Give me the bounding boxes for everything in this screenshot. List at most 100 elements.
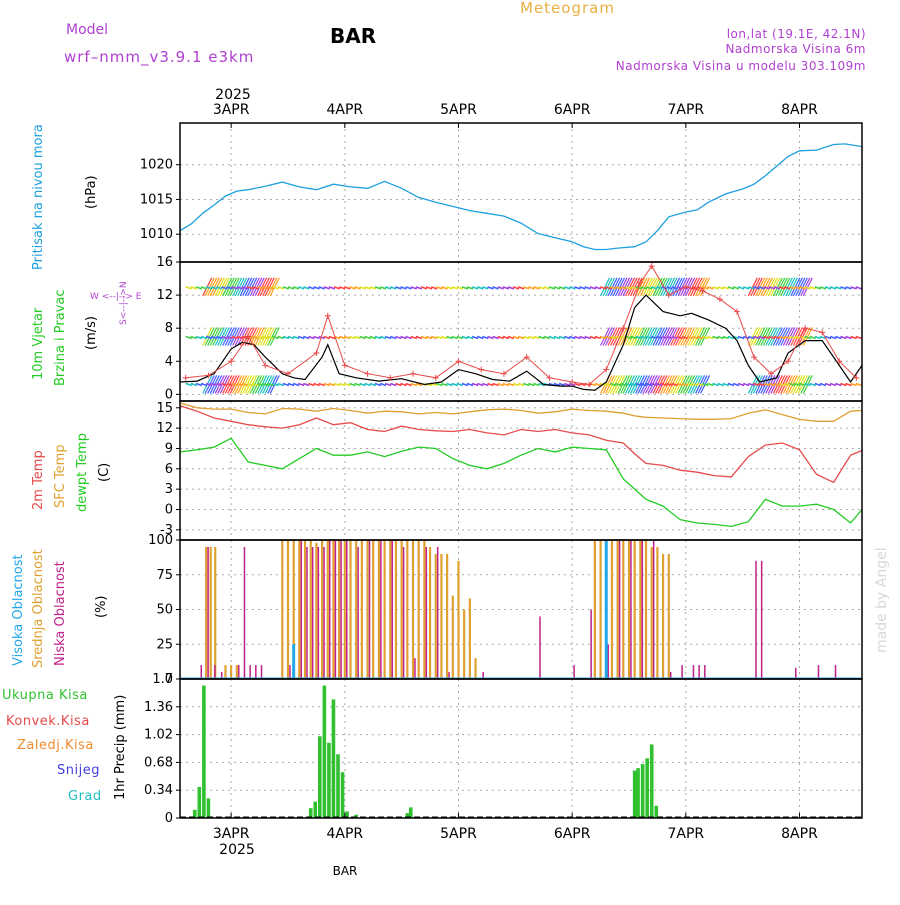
precip-bar xyxy=(345,811,349,818)
y-tick-label: 9 xyxy=(165,441,173,456)
wind-direction-arrow xyxy=(349,286,356,290)
wind-barb-feather xyxy=(680,327,691,346)
wind-barb-feather xyxy=(257,277,268,297)
wind-barb-feather xyxy=(762,277,773,297)
wind-barb-feather xyxy=(252,327,263,346)
wind-direction-arrow xyxy=(323,286,331,290)
precip-bar xyxy=(206,798,211,818)
wind-direction-arrow xyxy=(374,335,382,340)
cloud-mid-bar xyxy=(366,540,369,679)
y-tick-label: 6 xyxy=(165,462,173,477)
wind-direction-arrow xyxy=(297,382,305,387)
wind-direction-arrow xyxy=(282,382,290,387)
wind-direction-arrow xyxy=(789,335,796,340)
wind-direction-arrow xyxy=(323,382,331,387)
wind-barb-feather xyxy=(695,277,706,297)
wind-barb-feather xyxy=(685,327,696,346)
wind-direction-arrow xyxy=(794,335,801,340)
wind-gust-marker xyxy=(324,312,331,319)
wind-direction-arrow xyxy=(814,382,822,387)
wind-direction-arrow xyxy=(272,382,279,387)
wind-direction-arrow xyxy=(476,286,484,290)
wind-direction-arrow xyxy=(773,382,781,387)
wind-direction-arrow xyxy=(303,382,310,387)
wind-barb-feather xyxy=(690,277,701,297)
wind-direction-arrow xyxy=(666,335,673,340)
precip-bar xyxy=(405,813,410,818)
wind-direction-arrow xyxy=(835,335,842,340)
y-tick-label: 12 xyxy=(156,288,173,303)
wind-direction-arrow xyxy=(190,335,198,340)
precip-bar xyxy=(313,801,318,818)
wind-direction-arrow xyxy=(763,286,770,290)
cloud-low-bar xyxy=(380,540,382,679)
cloud-mid-bar xyxy=(650,546,653,679)
wind-gust-marker xyxy=(228,358,235,365)
wind-direction-arrow xyxy=(257,335,264,340)
wind-direction-arrow xyxy=(374,286,382,290)
wind-barb-feather xyxy=(252,277,263,297)
y-tick-label: 0 xyxy=(165,672,173,687)
wind-direction-arrow xyxy=(543,286,550,290)
cloud-low-bar xyxy=(340,540,342,679)
wind-direction-arrow xyxy=(748,286,755,290)
wind-direction-arrow xyxy=(379,335,387,340)
cloud-low-bar xyxy=(448,672,450,679)
wind-direction-arrow xyxy=(681,382,689,387)
wind-direction-arrow xyxy=(686,382,694,387)
cloud-mid-bar xyxy=(656,546,659,679)
wind-direction-arrow xyxy=(528,382,535,387)
wind-direction-arrow xyxy=(400,286,407,290)
wind-gust-marker xyxy=(205,372,212,379)
wind-direction-arrow xyxy=(318,286,325,290)
wind-direction-arrow xyxy=(533,382,540,387)
wind-direction-arrow xyxy=(517,286,525,290)
y-tick-label: 8 xyxy=(165,321,173,336)
precip-bar xyxy=(322,685,327,818)
wind-direction-arrow xyxy=(257,286,264,290)
wind-direction-arrow xyxy=(584,335,591,340)
wind-direction-arrow xyxy=(538,286,545,290)
wind-direction-arrow xyxy=(236,382,244,387)
wind-direction-arrow xyxy=(691,382,699,387)
wind-direction-arrow xyxy=(246,382,254,387)
wind-direction-arrow xyxy=(855,382,863,387)
wind-barb-feather xyxy=(675,327,686,346)
wind-direction-arrow xyxy=(379,382,387,387)
wind-direction-arrow xyxy=(845,286,852,290)
wind-direction-arrow xyxy=(523,382,530,387)
wind-direction-arrow xyxy=(185,382,192,387)
wind-direction-arrow xyxy=(338,286,346,290)
wind-direction-arrow xyxy=(523,286,530,290)
wind-direction-arrow xyxy=(671,286,678,290)
wind-barb-feather xyxy=(767,327,778,346)
y-tick-label: 4 xyxy=(165,354,173,369)
wind-direction-arrow xyxy=(338,382,346,387)
wind-direction-arrow xyxy=(702,382,709,387)
wind-barb-feather xyxy=(660,277,671,297)
wind-direction-arrow xyxy=(615,286,622,290)
wind-direction-arrow xyxy=(221,335,228,340)
wind-direction-arrow xyxy=(778,382,786,387)
cloud-mid-bar xyxy=(377,540,381,679)
cloud-low-bar xyxy=(255,665,257,679)
wind-direction-arrow xyxy=(277,382,285,387)
wind-direction-arrow xyxy=(681,335,689,340)
wind-direction-arrow xyxy=(482,335,489,340)
wind-direction-arrow xyxy=(829,335,837,340)
y-tick-label: 75 xyxy=(156,568,173,583)
cloud-mid-bar xyxy=(309,540,312,679)
wind-direction-arrow xyxy=(819,286,827,290)
wind-direction-arrow xyxy=(574,286,581,290)
wind-direction-arrow xyxy=(415,382,423,387)
wind-barb-feather xyxy=(600,327,611,346)
cloud-low-bar xyxy=(618,540,621,679)
cloud-mid-bar xyxy=(451,595,454,679)
wind-direction-arrow xyxy=(512,382,520,387)
wind-direction-arrow xyxy=(778,335,786,340)
wind-direction-arrow xyxy=(349,335,356,340)
wind-direction-arrow xyxy=(374,382,382,387)
page-title: BAR xyxy=(330,24,376,48)
wind-direction-arrow xyxy=(563,382,571,387)
wind-direction-arrow xyxy=(205,382,213,387)
